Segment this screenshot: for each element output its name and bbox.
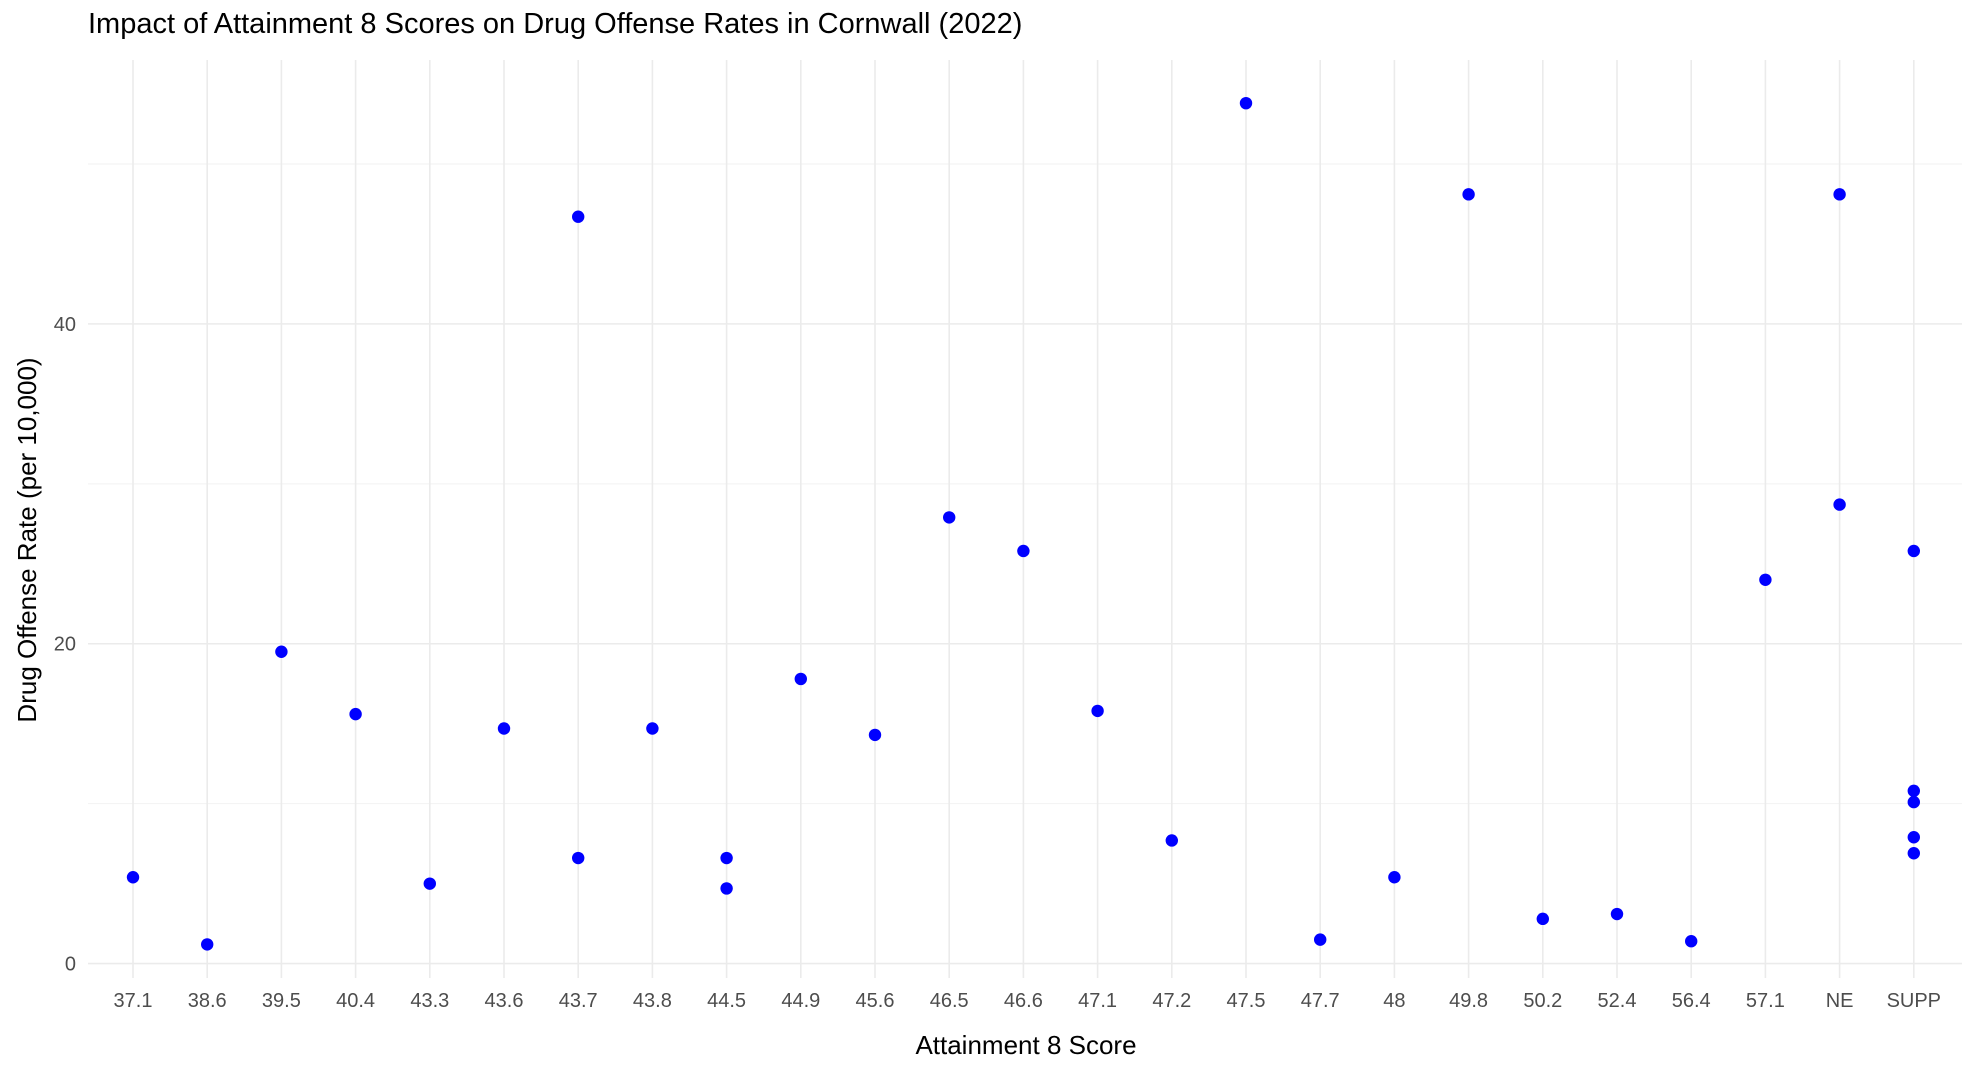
x-tick-label: 56.4 [1672, 990, 1711, 1012]
x-tick-label: 50.2 [1523, 990, 1562, 1012]
x-tick-label: 47.5 [1227, 990, 1266, 1012]
axis-ticks: 0 20 40 37.1 38.6 39.5 40.4 43.3 43.6 43.7 43.8 44.… [54, 314, 1941, 1012]
data-point [646, 722, 659, 735]
x-tick-label: 38.6 [188, 990, 227, 1012]
y-tick-label: 0 [65, 954, 76, 976]
x-tick-label: 52.4 [1598, 990, 1637, 1012]
x-tick-label: 46.5 [930, 990, 969, 1012]
x-tick-label: 57.1 [1746, 990, 1785, 1012]
x-axis-title: Attainment 8 Score [915, 1030, 1136, 1060]
x-tick-label: 43.3 [410, 990, 449, 1012]
data-point [1907, 795, 1921, 809]
x-tick-label: 40.4 [336, 990, 375, 1012]
data-point [1091, 704, 1104, 718]
data-point [868, 728, 882, 742]
data-point [1536, 912, 1550, 926]
x-tick-label: NE [1826, 990, 1854, 1012]
x-tick-label: 43.6 [485, 990, 524, 1012]
x-tick-label: 39.5 [262, 990, 301, 1012]
data-point [1833, 498, 1846, 511]
data-point [1833, 188, 1846, 201]
x-tick-label: 46.6 [1004, 990, 1043, 1012]
data-point [1907, 847, 1921, 860]
x-tick-label: 47.7 [1301, 990, 1340, 1012]
data-point [497, 722, 511, 735]
data-point [1907, 544, 1921, 558]
x-tick-label: SUPP [1887, 990, 1941, 1012]
y-tick-label: 20 [54, 634, 76, 656]
chart-title: Impact of Attainment 8 Scores on Drug Of… [88, 8, 1023, 40]
data-point [1017, 544, 1030, 558]
grid-lines [88, 60, 1962, 978]
data-point [1388, 871, 1401, 884]
data-point [720, 882, 733, 895]
x-tick-label: 47.2 [1152, 990, 1191, 1012]
data-point [794, 672, 807, 686]
data-point [1314, 933, 1327, 946]
data-point [1685, 935, 1698, 948]
data-point [1462, 188, 1475, 201]
data-point [1239, 96, 1253, 110]
x-tick-label: 43.8 [633, 990, 672, 1012]
x-tick-label: 44.5 [707, 990, 746, 1012]
x-tick-label: 47.1 [1078, 990, 1117, 1012]
data-point [1907, 784, 1921, 798]
data-point [1165, 834, 1179, 847]
data-point [720, 851, 733, 865]
data-point [126, 871, 140, 884]
y-axis-title: Drug Offense Rate (per 10,000) [12, 357, 42, 722]
x-tick-label: 43.7 [559, 990, 598, 1012]
data-points [126, 96, 1921, 951]
data-point [572, 210, 585, 223]
x-tick-label: 37.1 [114, 990, 153, 1012]
data-point [201, 938, 214, 951]
data-point [275, 645, 288, 658]
x-tick-label: 49.8 [1449, 990, 1488, 1012]
data-point [1610, 907, 1624, 921]
data-point [1759, 573, 1772, 586]
x-tick-label: 48 [1383, 990, 1405, 1012]
x-tick-label: 44.9 [781, 990, 820, 1012]
data-point [349, 707, 362, 721]
data-point [943, 511, 956, 524]
y-tick-label: 40 [54, 314, 76, 336]
data-point [572, 851, 585, 865]
data-point [423, 877, 436, 890]
x-tick-label: 45.6 [856, 990, 895, 1012]
data-point [1907, 831, 1921, 844]
